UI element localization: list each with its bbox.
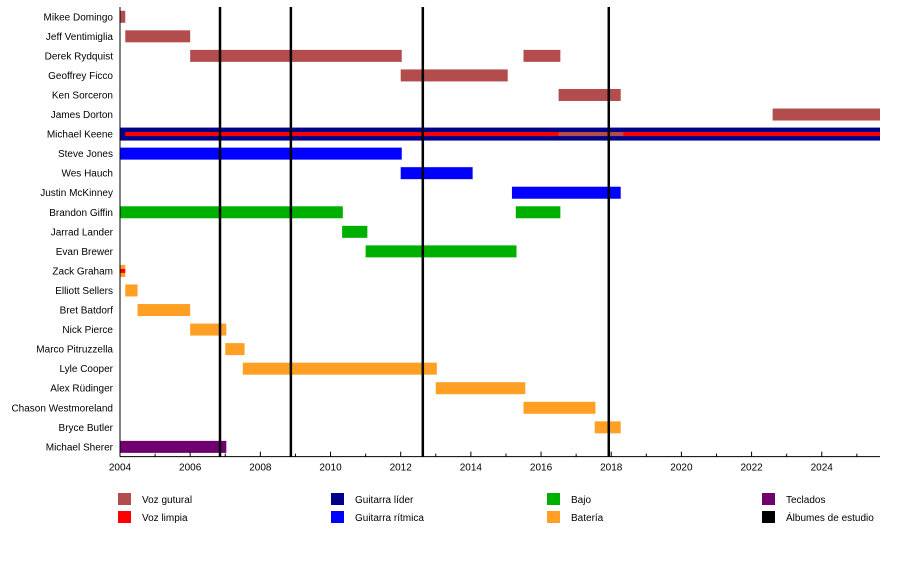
legend-label-bateria: Batería (571, 513, 604, 524)
member-label: Mikee Domingo (44, 12, 114, 23)
x-tick-label: 2018 (600, 463, 623, 474)
bar-voz-gutural (190, 49, 402, 62)
bar-bateria (435, 382, 526, 395)
bar-bateria (125, 284, 138, 297)
member-label: James Dorton (51, 110, 113, 121)
bar-bateria (190, 323, 227, 336)
member-label: Alex Rüdinger (50, 384, 113, 395)
bar-bajo (365, 245, 517, 258)
legend-label-guitarra-lider: Guitarra líder (355, 495, 414, 506)
member-label: Elliott Sellers (55, 286, 113, 297)
x-tick-label: 2004 (109, 463, 132, 474)
bar-voz-gutural (772, 108, 880, 121)
member-label: Derek Rydquist (45, 51, 114, 62)
bar-teclados (120, 440, 227, 453)
bar-bateria (137, 304, 191, 317)
member-label: Zack Graham (52, 266, 113, 277)
bar-guitarra-ritmica (511, 186, 621, 199)
bar-voz-gutural (120, 10, 126, 23)
legend-swatch-voz-gutural (118, 493, 131, 505)
x-tick-label: 2022 (740, 463, 763, 474)
legend-label-bajo: Bajo (571, 495, 591, 506)
bar-voz-gutural (523, 49, 561, 62)
bar-bateria (225, 343, 245, 356)
legend-swatch-voz-limpia (118, 511, 131, 523)
bar-bajo (515, 206, 561, 219)
legend-swatch-guitarra-lider (331, 493, 344, 505)
x-tick-label: 2010 (319, 463, 342, 474)
legend-swatch-albumes (762, 511, 775, 523)
legend-swatch-guitarra-ritmica (331, 511, 344, 523)
bar-voz-limpia (120, 268, 126, 273)
member-label: Lyle Cooper (59, 364, 113, 375)
member-label: Jeff Ventimiglia (46, 32, 114, 43)
x-tick-label: 2024 (811, 463, 834, 474)
x-tick-label: 2008 (249, 463, 272, 474)
bar-bajo (342, 225, 368, 238)
bar-bateria (242, 362, 437, 375)
member-label: Ken Sorceron (52, 90, 113, 101)
legend-label-albumes: Álbumes de estudio (786, 511, 874, 524)
member-label: Michael Sherer (46, 442, 114, 453)
x-tick-label: 2020 (670, 463, 693, 474)
legend-label-teclados: Teclados (786, 495, 825, 506)
legend-swatch-bajo (547, 493, 560, 505)
member-label: Bret Batdorf (60, 306, 114, 317)
bar-bateria (523, 401, 596, 414)
member-label: Marco Pitruzzella (36, 345, 113, 356)
member-label: Wes Hauch (61, 169, 113, 180)
member-label: Steve Jones (58, 149, 113, 160)
member-label: Chason Westmoreland (11, 403, 113, 414)
bar-voz-gutural (558, 88, 621, 101)
bar-guitarra-ritmica (400, 167, 473, 180)
legend-swatch-bateria (547, 511, 560, 523)
x-tick-label: 2014 (460, 463, 483, 474)
member-label: Bryce Butler (59, 423, 114, 434)
bar-voz-gutural (558, 132, 624, 137)
member-label: Michael Keene (47, 130, 114, 141)
legend-swatch-teclados (762, 493, 775, 505)
legend-label-voz-limpia: Voz limpia (142, 513, 188, 524)
legend-label-guitarra-ritmica: Guitarra rítmica (355, 513, 424, 524)
bar-guitarra-ritmica (120, 147, 402, 160)
bar-voz-gutural (125, 30, 191, 43)
bar-voz-gutural (400, 69, 508, 82)
member-label: Jarrad Lander (51, 227, 114, 238)
member-label: Brandon Giffin (49, 208, 113, 219)
x-tick-label: 2006 (179, 463, 202, 474)
x-tick-label: 2016 (530, 463, 553, 474)
x-tick-label: 2012 (390, 463, 413, 474)
member-label: Nick Pierce (62, 325, 113, 336)
bar-voz-limpia (125, 132, 880, 137)
member-label: Geoffrey Ficco (48, 71, 113, 82)
member-label: Justin McKinney (40, 188, 113, 199)
member-label: Evan Brewer (56, 247, 114, 258)
bar-bajo (120, 206, 343, 219)
legend-label-voz-gutural: Voz gutural (142, 495, 192, 506)
